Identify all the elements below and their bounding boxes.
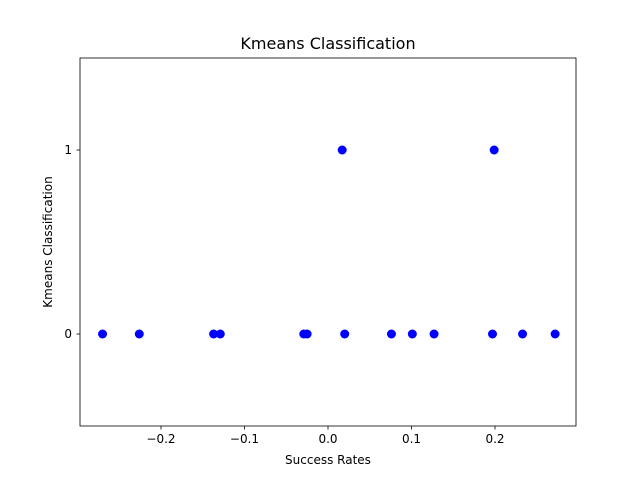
y-tick-label: 1: [64, 143, 72, 157]
chart-title: Kmeans Classification: [240, 34, 415, 53]
data-point-6: [337, 145, 347, 155]
y-axis-label: Kmeans Classification: [41, 176, 55, 307]
data-point-5: [302, 329, 312, 339]
data-point-11: [487, 329, 497, 339]
plot-area: [80, 58, 576, 426]
y-axis-ticks: 01: [64, 143, 80, 341]
x-tick-label: −0.2: [146, 432, 175, 446]
data-point-3: [215, 329, 225, 339]
data-points: [98, 145, 560, 339]
x-axis-ticks: −0.2 −0.1 0.0 0.1 0.2: [146, 426, 505, 446]
data-point-14: [550, 329, 560, 339]
data-point-0: [98, 329, 108, 339]
data-point-7: [340, 329, 350, 339]
x-tick-label: −0.1: [230, 432, 259, 446]
data-point-10: [429, 329, 439, 339]
x-axis-label: Success Rates: [285, 453, 371, 467]
data-point-13: [518, 329, 528, 339]
data-point-12: [489, 145, 499, 155]
data-point-1: [134, 329, 144, 339]
x-tick-label: 0.0: [318, 432, 337, 446]
data-point-2: [209, 329, 219, 339]
data-point-9: [407, 329, 417, 339]
y-tick-label: 0: [64, 327, 72, 341]
data-point-8: [386, 329, 396, 339]
x-tick-label: 0.1: [402, 432, 421, 446]
x-tick-label: 0.2: [485, 432, 504, 446]
